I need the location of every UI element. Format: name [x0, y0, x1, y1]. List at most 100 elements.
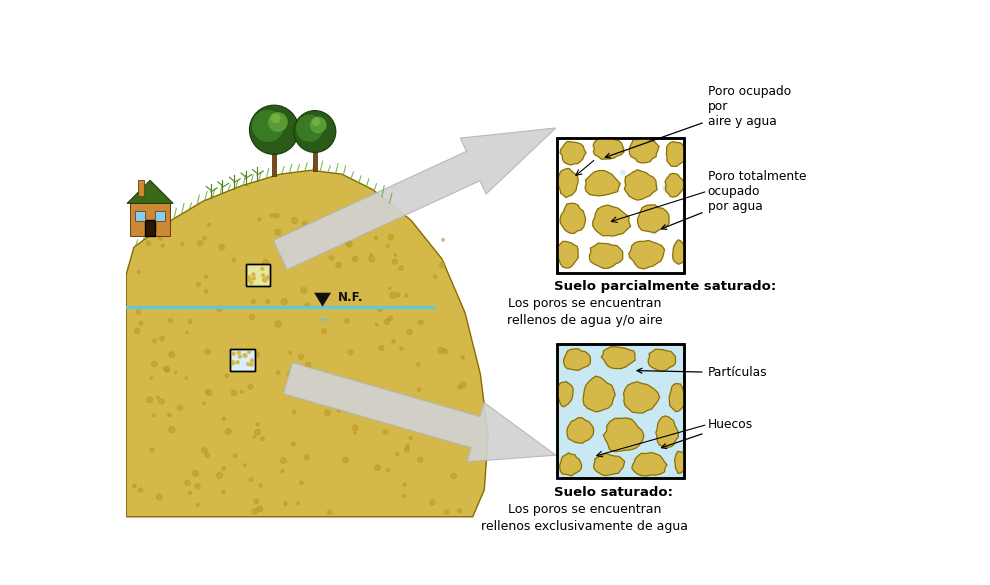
- Circle shape: [203, 236, 206, 240]
- Circle shape: [301, 287, 307, 293]
- FancyBboxPatch shape: [146, 221, 154, 236]
- Circle shape: [346, 241, 352, 247]
- Circle shape: [374, 236, 377, 239]
- Circle shape: [205, 276, 208, 278]
- Polygon shape: [593, 205, 631, 236]
- Circle shape: [434, 275, 437, 278]
- Circle shape: [405, 294, 408, 297]
- Circle shape: [388, 316, 392, 321]
- FancyBboxPatch shape: [313, 148, 317, 171]
- Circle shape: [394, 254, 396, 256]
- Polygon shape: [648, 349, 675, 371]
- Circle shape: [430, 414, 433, 417]
- Circle shape: [251, 273, 255, 277]
- Circle shape: [338, 409, 341, 412]
- Circle shape: [147, 241, 150, 246]
- Circle shape: [305, 303, 310, 308]
- Polygon shape: [593, 139, 624, 159]
- Circle shape: [133, 484, 137, 487]
- Circle shape: [276, 371, 280, 374]
- Polygon shape: [630, 139, 659, 163]
- Circle shape: [281, 250, 286, 255]
- Circle shape: [152, 414, 155, 417]
- Circle shape: [322, 243, 326, 248]
- Polygon shape: [603, 418, 644, 452]
- Circle shape: [343, 457, 348, 463]
- Circle shape: [168, 352, 174, 357]
- Polygon shape: [558, 168, 578, 198]
- FancyBboxPatch shape: [271, 149, 276, 176]
- Circle shape: [222, 490, 225, 494]
- Circle shape: [331, 216, 336, 221]
- Circle shape: [265, 300, 270, 304]
- Circle shape: [266, 276, 270, 279]
- Circle shape: [386, 245, 389, 247]
- Circle shape: [236, 360, 240, 364]
- Circle shape: [405, 448, 409, 452]
- Circle shape: [388, 235, 394, 240]
- Circle shape: [250, 359, 253, 363]
- Circle shape: [402, 494, 405, 497]
- Circle shape: [186, 331, 188, 334]
- Circle shape: [257, 506, 262, 512]
- Circle shape: [270, 214, 274, 217]
- Circle shape: [195, 484, 200, 489]
- Circle shape: [330, 395, 334, 400]
- Circle shape: [156, 397, 159, 399]
- Circle shape: [296, 115, 324, 142]
- Circle shape: [329, 256, 334, 260]
- Circle shape: [346, 240, 350, 245]
- Circle shape: [177, 405, 182, 410]
- Circle shape: [244, 464, 247, 467]
- Circle shape: [284, 502, 287, 505]
- Circle shape: [165, 367, 169, 372]
- Polygon shape: [314, 292, 331, 307]
- Circle shape: [450, 426, 453, 429]
- Circle shape: [258, 266, 264, 271]
- Circle shape: [375, 464, 380, 470]
- Circle shape: [205, 453, 210, 457]
- Circle shape: [344, 397, 347, 401]
- Circle shape: [384, 319, 390, 325]
- Polygon shape: [624, 382, 659, 413]
- Circle shape: [248, 276, 250, 279]
- Text: Los poros se encuentran: Los poros se encuentran: [508, 297, 661, 311]
- Circle shape: [264, 277, 268, 281]
- Circle shape: [345, 319, 349, 324]
- Circle shape: [450, 473, 456, 479]
- Polygon shape: [585, 170, 621, 196]
- Polygon shape: [560, 203, 586, 233]
- Polygon shape: [638, 205, 669, 233]
- Polygon shape: [126, 170, 488, 517]
- Circle shape: [222, 467, 226, 470]
- Circle shape: [243, 353, 247, 357]
- Circle shape: [409, 436, 412, 439]
- Circle shape: [457, 385, 461, 389]
- Circle shape: [443, 349, 447, 353]
- FancyBboxPatch shape: [557, 343, 684, 479]
- Circle shape: [306, 362, 311, 368]
- Circle shape: [226, 428, 232, 434]
- Polygon shape: [273, 128, 556, 270]
- Polygon shape: [559, 453, 581, 476]
- Circle shape: [294, 111, 336, 153]
- Circle shape: [292, 410, 296, 414]
- Circle shape: [281, 299, 287, 305]
- Circle shape: [445, 510, 448, 514]
- Circle shape: [249, 105, 299, 154]
- Circle shape: [452, 426, 458, 432]
- Polygon shape: [283, 363, 556, 462]
- Circle shape: [275, 229, 281, 235]
- Circle shape: [135, 329, 140, 333]
- Circle shape: [208, 223, 211, 226]
- Circle shape: [225, 374, 229, 377]
- FancyBboxPatch shape: [155, 211, 165, 221]
- Circle shape: [145, 226, 149, 230]
- Circle shape: [442, 239, 445, 241]
- Circle shape: [233, 258, 236, 261]
- Circle shape: [174, 371, 177, 374]
- Circle shape: [147, 397, 152, 402]
- Circle shape: [237, 351, 241, 355]
- Circle shape: [256, 423, 259, 426]
- Circle shape: [248, 277, 252, 281]
